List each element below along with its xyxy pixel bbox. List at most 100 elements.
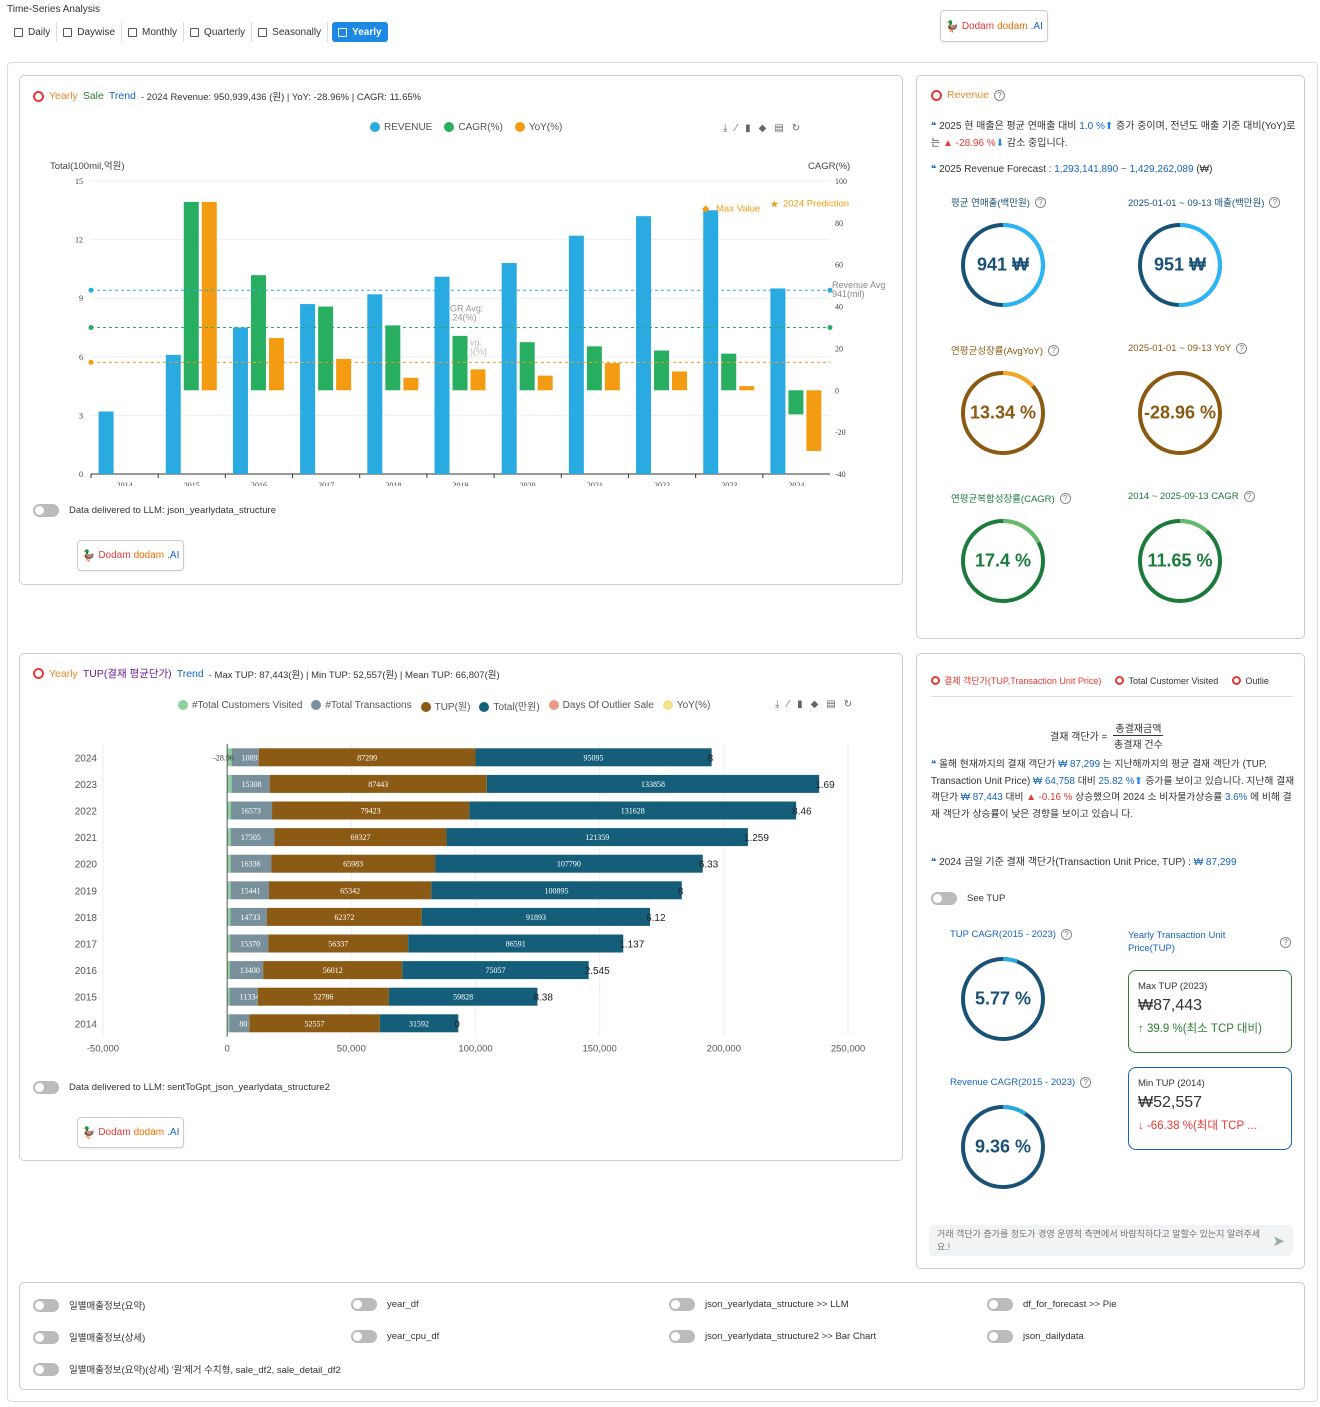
yearly-tup-label: Yearly Transaction Unit Price(TUP) bbox=[1128, 930, 1226, 954]
help-icon[interactable]: ? bbox=[1048, 344, 1060, 356]
segment-label: 31592 bbox=[409, 1019, 429, 1028]
text: ₩ 87,299 bbox=[1193, 857, 1237, 868]
bar-revenue bbox=[98, 411, 114, 474]
customers-segment bbox=[227, 748, 232, 767]
toggle[interactable] bbox=[33, 1362, 59, 1376]
legend-yoy[interactable]: YoY(%) bbox=[662, 700, 710, 711]
tab-outlier[interactable]: Outlie bbox=[1232, 674, 1269, 687]
end-label: 8 bbox=[708, 753, 714, 764]
tup-segment bbox=[271, 854, 436, 873]
end-label: 1.137 bbox=[619, 940, 644, 951]
brand-button[interactable]: 🦆 Dodam dodam .AI bbox=[77, 540, 184, 571]
toggle[interactable] bbox=[987, 1330, 1013, 1343]
stack-icon[interactable]: ◆ bbox=[758, 123, 767, 134]
transactions-segment bbox=[230, 828, 275, 847]
bar-icon[interactable]: ▮ bbox=[745, 123, 751, 134]
y-right-tick-label: 0 bbox=[835, 386, 839, 395]
transactions-segment bbox=[229, 961, 264, 980]
tab-seasonally[interactable]: Seasonally bbox=[252, 22, 329, 42]
line-icon[interactable]: ⁄ bbox=[787, 699, 790, 710]
gauge-fill bbox=[961, 371, 1045, 455]
help-icon[interactable]: ? bbox=[1080, 1077, 1092, 1088]
legend-customers[interactable]: #Total Customers Visited bbox=[178, 700, 302, 711]
tup-segment bbox=[274, 828, 447, 847]
bar-cagr bbox=[250, 275, 266, 391]
segment-label: 69327 bbox=[350, 833, 370, 842]
label-text: 연평균성장률(AvgYoY) bbox=[951, 346, 1044, 357]
llm-toggle[interactable] bbox=[33, 1081, 59, 1094]
bar-icon[interactable]: ▮ bbox=[797, 699, 803, 710]
toggle-row: df_for_forecast >> Pie bbox=[987, 1298, 1116, 1311]
y-tick-label: 2014 bbox=[75, 1019, 98, 1030]
title-text: Revenue bbox=[947, 89, 990, 101]
toggle[interactable] bbox=[33, 1298, 59, 1312]
help-icon[interactable]: ? bbox=[1243, 491, 1255, 502]
help-icon[interactable]: ? bbox=[994, 89, 1006, 101]
bar-yoy bbox=[739, 386, 755, 391]
tab-monthly[interactable]: Monthly bbox=[122, 22, 185, 42]
data-view-icon[interactable]: ▤ bbox=[774, 123, 784, 134]
toggle-row: json_yearlydata_structure2 >> Bar Chart bbox=[669, 1330, 876, 1343]
toggle[interactable] bbox=[987, 1298, 1013, 1311]
tab-quarterly[interactable]: Quarterly bbox=[184, 22, 253, 42]
restore-icon[interactable]: ↻ bbox=[791, 123, 801, 134]
legend-yoy[interactable]: YoY(%) bbox=[514, 122, 562, 133]
y-tick-label: 3 bbox=[79, 411, 83, 420]
tab-daily[interactable]: Daily bbox=[8, 22, 58, 42]
legend-label: #Total Transactions bbox=[325, 700, 412, 711]
legend-dot bbox=[370, 122, 380, 133]
brand-part: dodam bbox=[997, 20, 1028, 32]
gauge-label: 2014 ~ 2025-09-13 CAGR? bbox=[1128, 491, 1255, 502]
legend-transactions[interactable]: #Total Transactions bbox=[311, 700, 412, 711]
legend-cagr[interactable]: CAGR(%) bbox=[444, 122, 503, 133]
brand-button[interactable]: 🦆 Dodam dodam .AI bbox=[940, 10, 1048, 42]
line-icon[interactable]: ⁄ bbox=[735, 123, 738, 134]
title-part: Sale bbox=[82, 90, 104, 102]
gauge-fill bbox=[961, 957, 1045, 1041]
see-tup-toggle[interactable] bbox=[931, 892, 957, 905]
help-icon[interactable]: ? bbox=[1060, 929, 1072, 940]
legend-total[interactable]: Total(만원) bbox=[479, 698, 540, 713]
tab-customers[interactable]: Total Customer Visited bbox=[1115, 674, 1218, 687]
llm-toggle[interactable] bbox=[33, 504, 59, 517]
tab-yearly[interactable]: Yearly bbox=[332, 22, 388, 42]
help-icon[interactable]: ? bbox=[1059, 492, 1071, 504]
stack-label: 480 bbox=[213, 886, 225, 895]
stack-icon[interactable]: ◆ bbox=[810, 699, 819, 710]
y-right-tick-label: -40 bbox=[835, 470, 846, 479]
toggle[interactable] bbox=[33, 1330, 59, 1344]
revenue-card: Revenue ? ❝ 2025 현 매출은 평균 연매출 대비 1.0 %⬆ … bbox=[916, 75, 1305, 639]
send-icon[interactable]: ➤ bbox=[1272, 1232, 1285, 1250]
segment-label: 86591 bbox=[506, 940, 526, 949]
toggle[interactable] bbox=[669, 1298, 695, 1311]
brand-button[interactable]: 🦆 Dodam dodam .AI bbox=[77, 1117, 184, 1148]
help-icon[interactable]: ? bbox=[1034, 196, 1046, 208]
legend-outlier[interactable]: Days Of Outlier Sale bbox=[548, 700, 654, 711]
help-icon[interactable]: ? bbox=[1269, 196, 1281, 208]
y-right-tick-label: 80 bbox=[835, 219, 843, 228]
chat-input[interactable] bbox=[937, 1227, 1273, 1254]
legend-label: REVENUE bbox=[384, 122, 433, 133]
data-view-icon[interactable]: ▤ bbox=[826, 699, 836, 710]
legend-revenue[interactable]: REVENUE bbox=[370, 122, 432, 133]
toggle[interactable] bbox=[351, 1330, 377, 1343]
toggle[interactable] bbox=[351, 1298, 377, 1311]
bar-yoy bbox=[403, 377, 419, 391]
help-icon[interactable]: ? bbox=[1280, 937, 1291, 948]
download-icon[interactable]: ⤓ bbox=[775, 699, 780, 710]
help-icon[interactable]: ? bbox=[1236, 343, 1248, 354]
text: ₩ 64,758 bbox=[1033, 775, 1075, 787]
legend-tup[interactable]: TUP(원) bbox=[420, 698, 470, 713]
legend-label: #Total Customers Visited bbox=[192, 700, 303, 711]
gauge-track bbox=[1138, 371, 1222, 455]
toggle[interactable] bbox=[669, 1330, 695, 1343]
duck-icon: 🦆 bbox=[945, 20, 959, 33]
customers-segment bbox=[227, 774, 232, 793]
download-icon[interactable]: ⤓ bbox=[723, 123, 728, 134]
tup-segment bbox=[257, 987, 389, 1006]
tab-label: Daywise bbox=[77, 26, 116, 38]
tab-tup[interactable]: 결제 객단가(TUP,Transaction Unit Price) bbox=[931, 674, 1101, 687]
restore-icon[interactable]: ↻ bbox=[843, 699, 853, 710]
label-text: 연평균복합성장률(CAGR) bbox=[951, 494, 1055, 505]
tab-daywise[interactable]: Daywise bbox=[57, 22, 123, 42]
